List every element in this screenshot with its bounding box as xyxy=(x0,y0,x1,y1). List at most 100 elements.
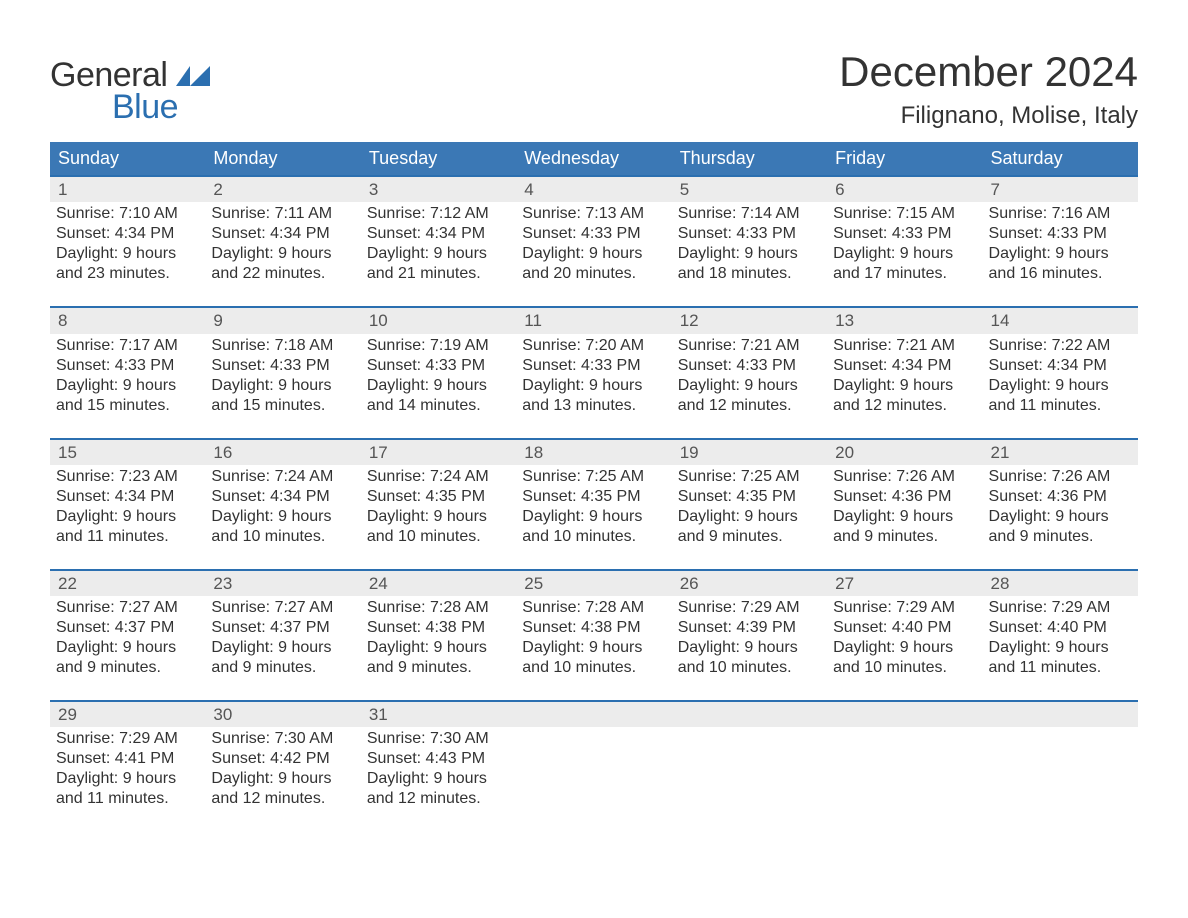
day-cell: Sunrise: 7:20 AMSunset: 4:33 PMDaylight:… xyxy=(516,334,671,439)
day-number: 31 xyxy=(361,701,516,727)
day-d1: Daylight: 9 hours xyxy=(367,769,510,789)
month-title: December 2024 xyxy=(839,48,1138,96)
day-sunrise: Sunrise: 7:24 AM xyxy=(211,467,354,487)
day-sunset: Sunset: 4:35 PM xyxy=(678,487,821,507)
day-sunrise: Sunrise: 7:17 AM xyxy=(56,336,199,356)
day-sunset: Sunset: 4:33 PM xyxy=(678,224,821,244)
calendar-document: General Blue December 2024 Filignano, Mo… xyxy=(0,0,1188,861)
day-number: 11 xyxy=(516,307,671,333)
day-sunset: Sunset: 4:33 PM xyxy=(211,356,354,376)
day-sunrise: Sunrise: 7:21 AM xyxy=(678,336,821,356)
day-sunset: Sunset: 4:33 PM xyxy=(367,356,510,376)
day-number: 16 xyxy=(205,439,360,465)
day-sunrise: Sunrise: 7:29 AM xyxy=(833,598,976,618)
day-sunset: Sunset: 4:33 PM xyxy=(522,356,665,376)
weekday-header: Tuesday xyxy=(361,142,516,176)
day-d1: Daylight: 9 hours xyxy=(678,638,821,658)
day-sunset: Sunset: 4:37 PM xyxy=(56,618,199,638)
day-d1: Daylight: 9 hours xyxy=(367,507,510,527)
day-number: 14 xyxy=(983,307,1138,333)
day-sunset: Sunset: 4:33 PM xyxy=(989,224,1132,244)
day-d2: and 9 minutes. xyxy=(56,658,199,678)
day-d2: and 10 minutes. xyxy=(211,527,354,547)
day-sunset: Sunset: 4:38 PM xyxy=(522,618,665,638)
day-sunrise: Sunrise: 7:18 AM xyxy=(211,336,354,356)
day-d2: and 11 minutes. xyxy=(56,527,199,547)
weekday-header: Saturday xyxy=(983,142,1138,176)
week-daynum-row: 891011121314 xyxy=(50,307,1138,333)
day-d2: and 18 minutes. xyxy=(678,264,821,284)
weekday-header: Thursday xyxy=(672,142,827,176)
day-cell: Sunrise: 7:14 AMSunset: 4:33 PMDaylight:… xyxy=(672,202,827,307)
empty-day-number xyxy=(827,701,982,727)
day-sunset: Sunset: 4:34 PM xyxy=(211,224,354,244)
day-cell: Sunrise: 7:21 AMSunset: 4:34 PMDaylight:… xyxy=(827,334,982,439)
day-number: 27 xyxy=(827,570,982,596)
day-d2: and 10 minutes. xyxy=(522,527,665,547)
calendar-table: SundayMondayTuesdayWednesdayThursdayFrid… xyxy=(50,142,1138,831)
week-daynum-row: 1234567 xyxy=(50,176,1138,202)
day-sunrise: Sunrise: 7:10 AM xyxy=(56,204,199,224)
day-d1: Daylight: 9 hours xyxy=(211,376,354,396)
week-daynum-row: 15161718192021 xyxy=(50,439,1138,465)
day-sunrise: Sunrise: 7:11 AM xyxy=(211,204,354,224)
day-d2: and 9 minutes. xyxy=(678,527,821,547)
day-d2: and 9 minutes. xyxy=(989,527,1132,547)
day-number: 21 xyxy=(983,439,1138,465)
day-number: 19 xyxy=(672,439,827,465)
day-sunset: Sunset: 4:36 PM xyxy=(833,487,976,507)
day-cell: Sunrise: 7:11 AMSunset: 4:34 PMDaylight:… xyxy=(205,202,360,307)
logo-text-blue: Blue xyxy=(112,90,210,124)
day-sunrise: Sunrise: 7:13 AM xyxy=(522,204,665,224)
empty-day-cell xyxy=(983,727,1138,831)
logo: General Blue xyxy=(50,58,210,124)
day-d1: Daylight: 9 hours xyxy=(56,376,199,396)
day-d1: Daylight: 9 hours xyxy=(56,244,199,264)
day-cell: Sunrise: 7:29 AMSunset: 4:40 PMDaylight:… xyxy=(983,596,1138,701)
day-number: 25 xyxy=(516,570,671,596)
day-cell: Sunrise: 7:25 AMSunset: 4:35 PMDaylight:… xyxy=(672,465,827,570)
day-number: 17 xyxy=(361,439,516,465)
day-sunrise: Sunrise: 7:22 AM xyxy=(989,336,1132,356)
day-cell: Sunrise: 7:26 AMSunset: 4:36 PMDaylight:… xyxy=(827,465,982,570)
day-sunrise: Sunrise: 7:26 AM xyxy=(833,467,976,487)
location-title: Filignano, Molise, Italy xyxy=(839,102,1138,130)
week-daynum-row: 22232425262728 xyxy=(50,570,1138,596)
day-cell: Sunrise: 7:24 AMSunset: 4:34 PMDaylight:… xyxy=(205,465,360,570)
day-sunset: Sunset: 4:34 PM xyxy=(367,224,510,244)
day-cell: Sunrise: 7:19 AMSunset: 4:33 PMDaylight:… xyxy=(361,334,516,439)
day-d1: Daylight: 9 hours xyxy=(211,769,354,789)
day-sunset: Sunset: 4:34 PM xyxy=(56,487,199,507)
day-d1: Daylight: 9 hours xyxy=(833,507,976,527)
header: General Blue December 2024 Filignano, Mo… xyxy=(50,40,1138,136)
day-d2: and 11 minutes. xyxy=(989,658,1132,678)
day-d2: and 16 minutes. xyxy=(989,264,1132,284)
logo-mark-icon xyxy=(176,66,210,86)
day-sunrise: Sunrise: 7:14 AM xyxy=(678,204,821,224)
empty-day-cell xyxy=(672,727,827,831)
day-d2: and 11 minutes. xyxy=(56,789,199,809)
day-cell: Sunrise: 7:13 AMSunset: 4:33 PMDaylight:… xyxy=(516,202,671,307)
day-cell: Sunrise: 7:23 AMSunset: 4:34 PMDaylight:… xyxy=(50,465,205,570)
day-sunset: Sunset: 4:34 PM xyxy=(211,487,354,507)
calendar-head: SundayMondayTuesdayWednesdayThursdayFrid… xyxy=(50,142,1138,176)
day-cell: Sunrise: 7:26 AMSunset: 4:36 PMDaylight:… xyxy=(983,465,1138,570)
day-number: 10 xyxy=(361,307,516,333)
weekday-header: Wednesday xyxy=(516,142,671,176)
day-cell: Sunrise: 7:21 AMSunset: 4:33 PMDaylight:… xyxy=(672,334,827,439)
day-d2: and 9 minutes. xyxy=(833,527,976,547)
empty-day-number xyxy=(672,701,827,727)
week-info-row: Sunrise: 7:10 AM Sunset: 4:34 PM Daylight:… xyxy=(50,202,1138,307)
day-d2: and 12 minutes. xyxy=(678,396,821,416)
day-d2: and 13 minutes. xyxy=(522,396,665,416)
empty-day-cell xyxy=(827,727,982,831)
day-cell: Sunrise: 7:22 AMSunset: 4:34 PMDaylight:… xyxy=(983,334,1138,439)
day-d2: and 22 minutes. xyxy=(211,264,354,284)
day-sunset: Sunset: 4:36 PM xyxy=(989,487,1132,507)
day-d2: and 14 minutes. xyxy=(367,396,510,416)
day-d1: Daylight: 9 hours xyxy=(522,507,665,527)
day-sunset: Sunset: 4:33 PM xyxy=(56,356,199,376)
day-d2: and 12 minutes. xyxy=(367,789,510,809)
day-sunrise: Sunrise: 7:25 AM xyxy=(522,467,665,487)
day-cell: Sunrise: 7:27 AMSunset: 4:37 PMDaylight:… xyxy=(205,596,360,701)
